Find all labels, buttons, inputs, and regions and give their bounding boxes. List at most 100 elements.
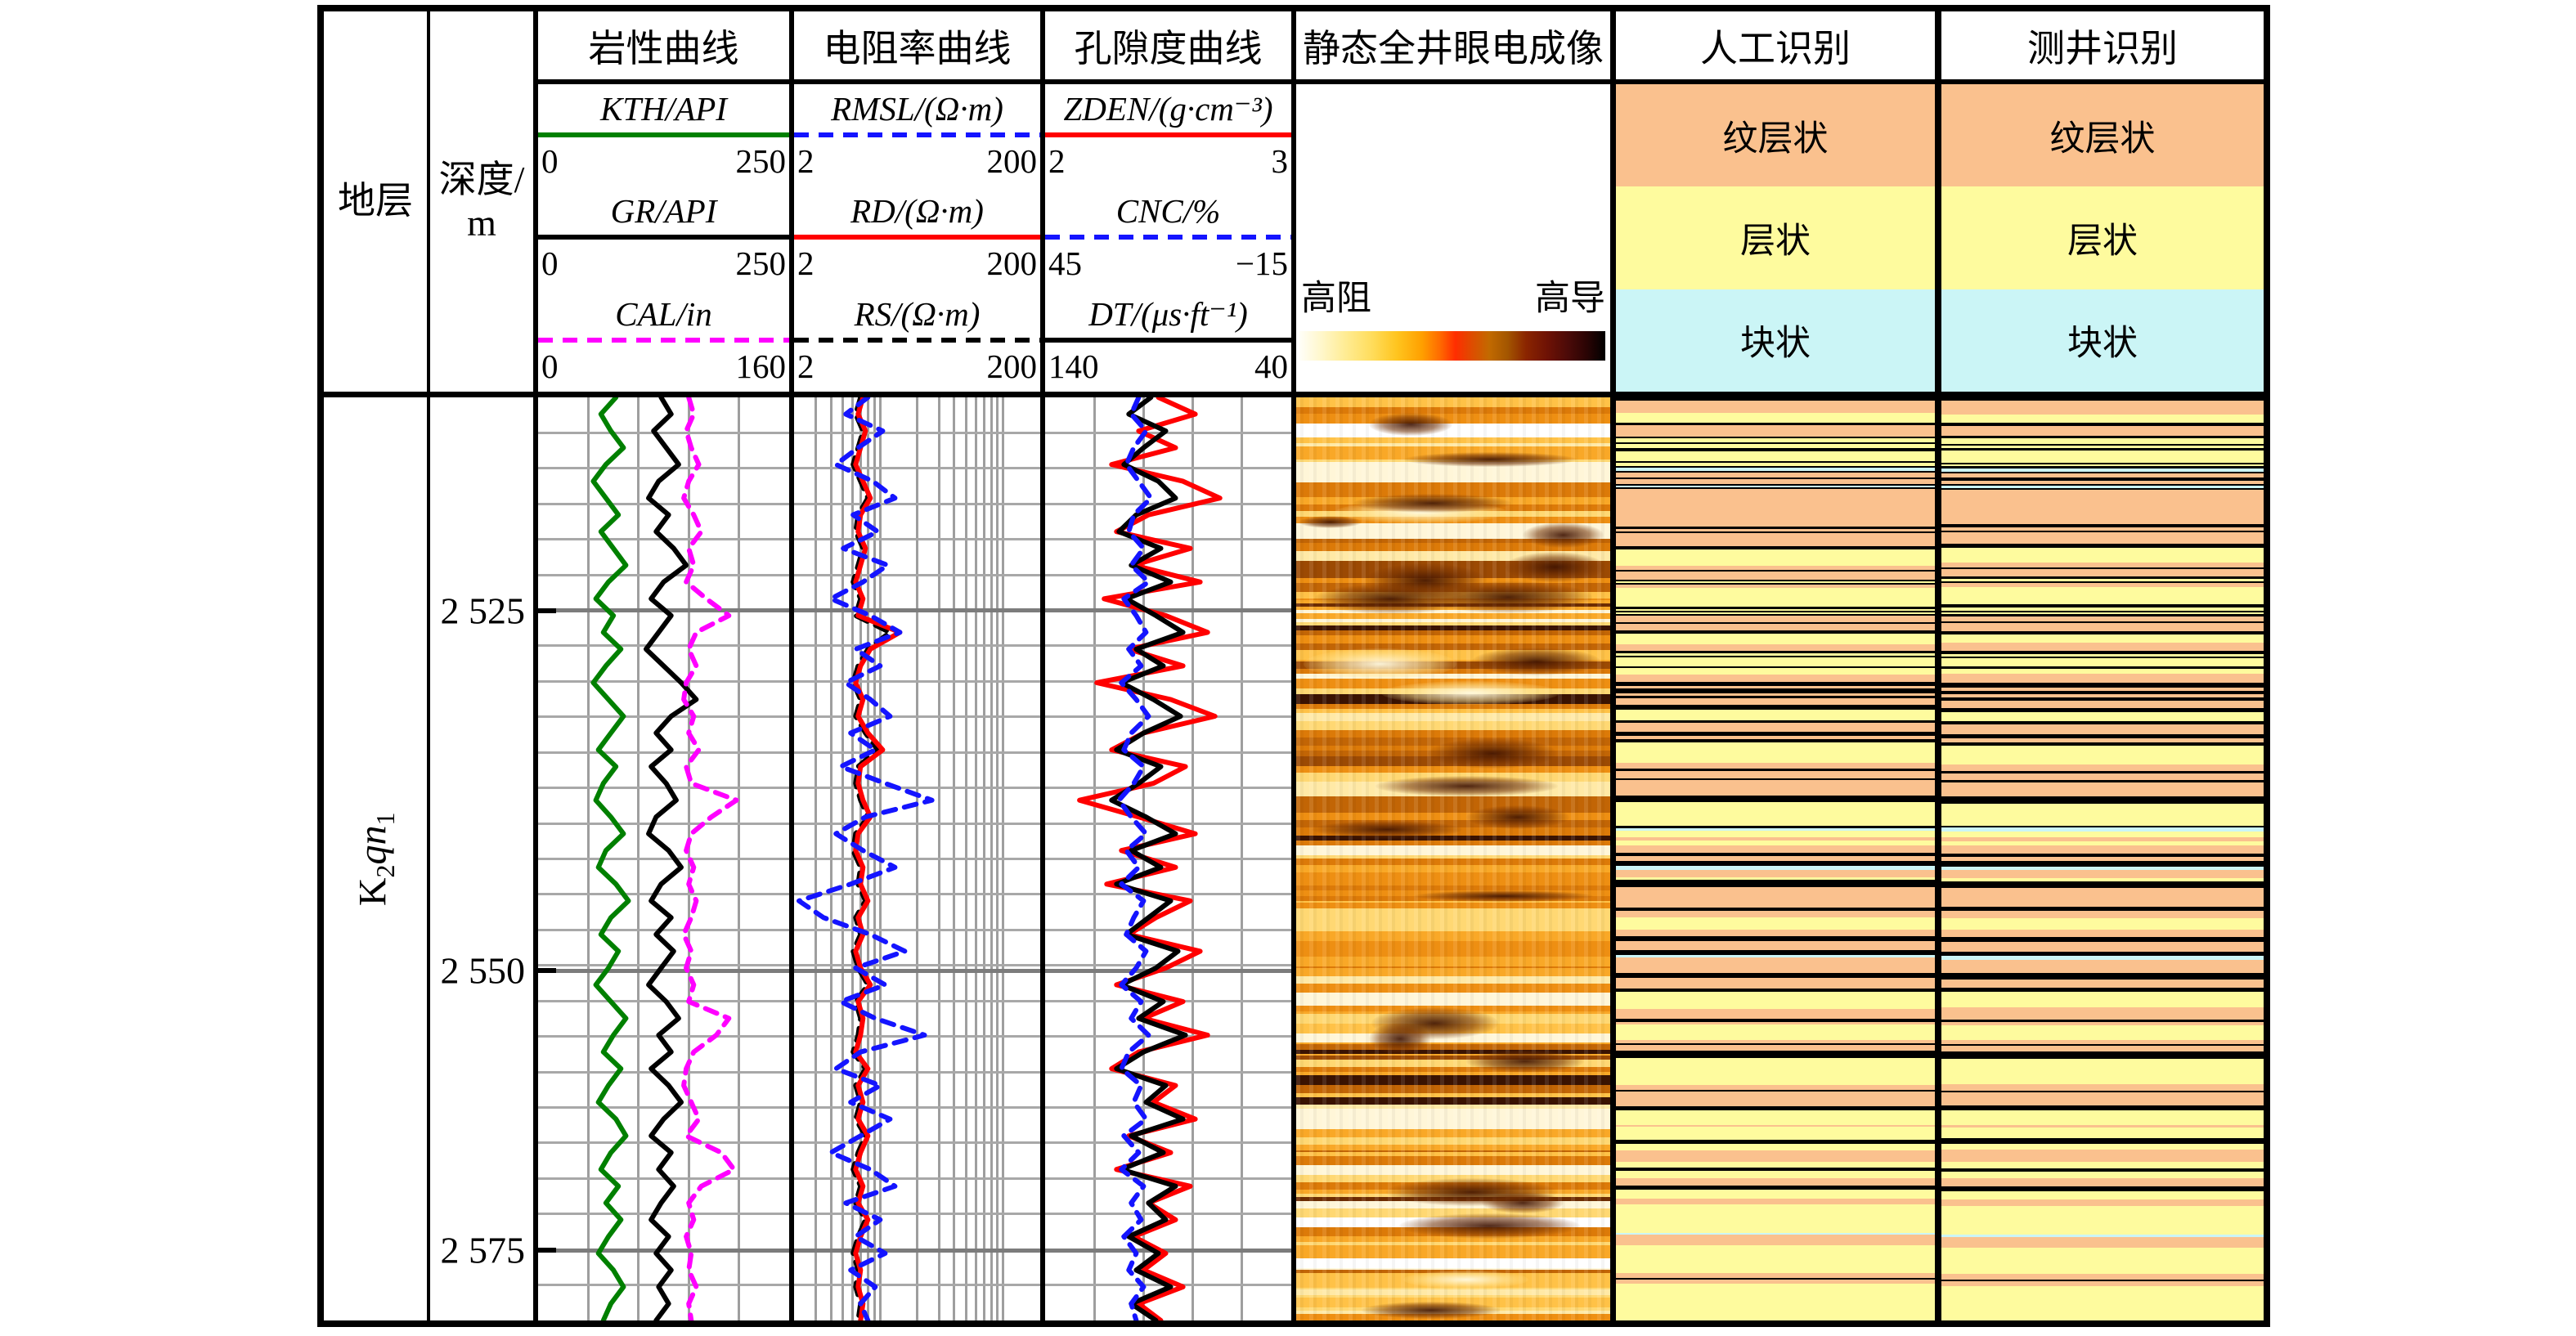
dt-line-sample [1045, 337, 1291, 343]
scale-max: 200 [986, 347, 1038, 385]
image-row [1296, 1295, 1610, 1298]
stripe-o [1941, 674, 2264, 683]
zden-curve-name: ZDEN/(g·cm⁻³) [1063, 90, 1273, 128]
depth-title-line1: 深度/ [438, 158, 525, 200]
stripe-y [1941, 1143, 2264, 1150]
stripe-k [1941, 682, 2264, 688]
stripe-k [1616, 483, 1935, 486]
stripe-k [1941, 734, 2264, 738]
stripe-k [1616, 486, 1935, 489]
image-row [1296, 643, 1610, 651]
stripe-y [1616, 1057, 1935, 1085]
stripe-k [1616, 852, 1935, 857]
image-row [1296, 1042, 1610, 1044]
stripe-o [1616, 1084, 1935, 1091]
image-row [1296, 948, 1610, 957]
stripe-y [1941, 1025, 2264, 1031]
stripe-k [1941, 462, 2264, 464]
scale-min: 140 [1048, 347, 1099, 385]
depth-tick [538, 968, 556, 974]
image-row [1296, 1242, 1610, 1246]
stripe-y [1616, 841, 1935, 846]
stripe-y [1616, 710, 1935, 720]
resistivity-curves [797, 397, 935, 1320]
stripe-k [1616, 606, 1935, 610]
stripe-k [1616, 1186, 1935, 1190]
stripe-k [1941, 1019, 2264, 1023]
stripe-o [1941, 1092, 2264, 1105]
stripe-o [1616, 770, 1935, 778]
formation-label-wrap: K2qn1 [324, 397, 427, 1320]
stripe-y [1941, 1248, 2264, 1274]
stripe-c [1616, 827, 1935, 831]
stripe-y [1941, 1120, 2264, 1125]
stripe-o [1616, 1008, 1935, 1020]
dt-curve-name: DT/(μs·ft⁻¹) [1088, 294, 1248, 333]
stripe-y [1941, 1030, 2264, 1041]
image-dark-blob [1362, 1302, 1501, 1319]
stripe-c [1941, 468, 2264, 473]
cnc-legend-row: CNC/% 45 −15 [1045, 186, 1291, 289]
image-bright-blob [1402, 1271, 1529, 1289]
stripe-y [1941, 658, 2264, 666]
stripe-k [1941, 826, 2264, 828]
borehole-image-track [1296, 397, 1610, 1320]
stripe-y [1941, 1308, 2264, 1320]
image-dark-blob [1371, 1006, 1498, 1039]
stripe-o [1941, 532, 2264, 544]
column-divider [1291, 11, 1296, 1320]
rd-line-sample [794, 235, 1040, 240]
image-row [1296, 984, 1610, 993]
stripe-y [1941, 1127, 2264, 1139]
stripe-o [1616, 1092, 1935, 1107]
stripe-o [1616, 1021, 1935, 1024]
log-id-stripes [1941, 397, 2264, 1320]
stripe-k [1616, 582, 1935, 585]
image-row [1296, 635, 1610, 644]
stripe-k [1616, 861, 1935, 866]
stripe-o [1941, 623, 2264, 631]
stripe-o [1616, 479, 1935, 484]
image-row [1296, 1053, 1610, 1056]
image-row [1296, 1109, 1610, 1130]
image-row [1296, 437, 1610, 443]
lithology-curve-legend: KTH/API 0 250 GR/API 0 250 CAL/in 0 160 [538, 84, 789, 392]
resistivity-header: 电阻率曲线 RMSL/(Ω·m) 2 200 RD/(Ω·m) 2 200 RS/(Ω·m)… [794, 11, 1040, 392]
stripe-y [1616, 657, 1935, 667]
scale-max: 160 [735, 347, 787, 385]
depth-tick [538, 607, 556, 613]
depth-tick [538, 1248, 556, 1253]
stripe-k [1616, 545, 1935, 549]
scale-max: 250 [735, 244, 787, 283]
image-row [1296, 805, 1610, 809]
log-id-legend: 纹层状 层状 块状 [1941, 84, 2264, 392]
porosity-title: 孔隙度曲线 [1074, 27, 1263, 69]
cal-curve-name: CAL/in [615, 294, 712, 333]
cal-scale: 0 160 [541, 347, 786, 386]
image-row [1296, 619, 1610, 623]
image-dark-blob [1353, 493, 1511, 513]
stripe-y [1941, 1110, 2264, 1121]
image-row [1296, 1289, 1610, 1295]
stripe-y [1616, 1121, 1935, 1125]
stripe-y [1616, 451, 1935, 462]
rmsl-scale: 2 200 [797, 141, 1037, 181]
stripe-o [1941, 1236, 2264, 1244]
stripe-o [1616, 780, 1935, 796]
stripe-y [1941, 918, 2264, 923]
imaging-scale-labels: 高阻 高导 [1301, 270, 1605, 321]
column-divider [789, 11, 794, 1320]
stripe-o [1616, 528, 1935, 532]
stripe-k [1616, 461, 1935, 464]
stripe-o [1941, 1124, 2264, 1128]
image-dark-blob [1428, 738, 1558, 769]
stripe-o [1941, 643, 2264, 651]
image-row [1296, 835, 1610, 841]
image-row [1296, 630, 1610, 636]
stripe-o [1941, 941, 2264, 953]
image-row [1296, 930, 1610, 941]
stripe-y [1616, 830, 1935, 838]
stripe-y [1616, 653, 1935, 656]
stripe-y [1941, 668, 2264, 675]
